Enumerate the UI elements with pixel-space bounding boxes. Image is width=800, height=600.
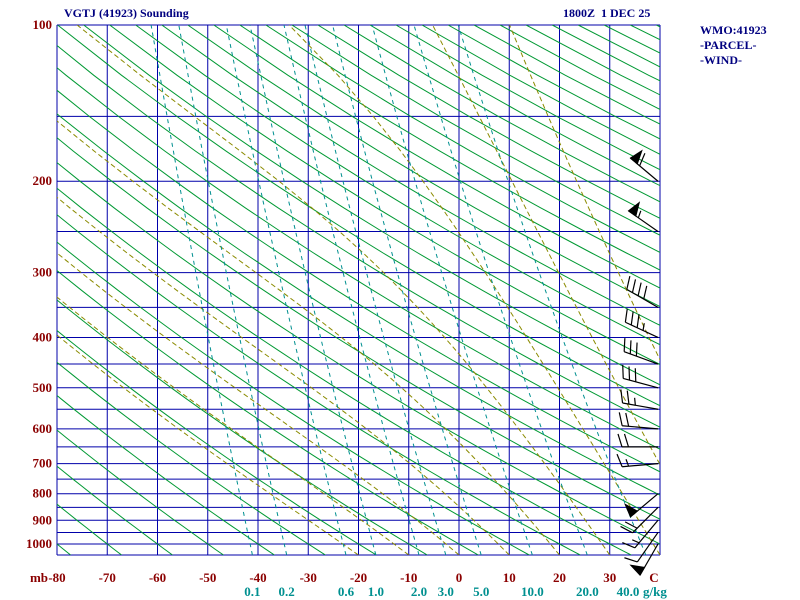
wind-barb: [629, 543, 659, 577]
wind-barb: [622, 519, 659, 549]
pressure-unit-label: mb: [30, 570, 48, 585]
pressure-tick-label: 1000: [26, 536, 52, 551]
mixing-ratio-tick-label: 20.0: [576, 584, 599, 599]
temperature-tick-label: -60: [149, 570, 166, 585]
mixing-ratio-tick-label: 0.6: [338, 584, 355, 599]
wind-barb: [620, 389, 659, 410]
temperature-tick-label: -30: [300, 570, 317, 585]
legend-wind: -WIND-: [700, 53, 742, 67]
mixing-ratio-tick-label: 10.0: [521, 584, 544, 599]
pressure-tick-label: 700: [33, 456, 53, 471]
wind-barb: [616, 453, 659, 468]
dry-adiabats: [57, 25, 660, 555]
wind-barb: [624, 532, 659, 563]
legend-parcel: -PARCEL-: [700, 38, 757, 52]
pressure-tick-label: 400: [33, 329, 53, 344]
pressure-tick-label: 900: [33, 512, 53, 527]
temperature-tick-label: -20: [350, 570, 367, 585]
mixing-ratio-tick-label: 1.0: [368, 584, 384, 599]
temperature-tick-label: 30: [603, 570, 616, 585]
wind-barb: [622, 364, 659, 389]
temperature-tick-label: 10: [503, 570, 516, 585]
mixing-ratio-unit-label: g/kg: [643, 584, 667, 599]
mixing-ratio-tick-label: 3.0: [438, 584, 454, 599]
wind-barbs: [616, 149, 659, 577]
wind-barb: [626, 275, 659, 308]
mixing-ratio-lines: [150, 25, 647, 555]
temperature-tick-label: -40: [249, 570, 266, 585]
pressure-tick-label: 100: [33, 17, 53, 32]
pressure-tick-label: 200: [33, 173, 53, 188]
mixing-ratio-tick-label: 2.0: [411, 584, 427, 599]
legend-wmo-id: WMO:41923: [700, 23, 767, 37]
pressure-tick-label: 800: [33, 486, 53, 501]
temperature-tick-label: -70: [99, 570, 116, 585]
wind-barb: [624, 308, 659, 339]
temperature-tick-label: -50: [199, 570, 216, 585]
moist-adiabats: [57, 25, 660, 555]
wind-barb: [620, 506, 659, 534]
mixing-ratio-tick-label: 40.0: [617, 584, 640, 599]
pressure-tick-label: 300: [33, 265, 53, 280]
chart-datetime: 1800Z 1 DEC 25: [563, 6, 651, 20]
temperature-tick-label: -80: [48, 570, 65, 585]
wind-barb: [623, 338, 659, 365]
wind-barb: [618, 412, 659, 430]
mixing-ratio-tick-label: 0.1: [244, 584, 260, 599]
mixing-ratio-tick-label: 5.0: [473, 584, 489, 599]
temperature-tick-label: -10: [400, 570, 417, 585]
pressure-tick-label: 600: [33, 421, 53, 436]
wind-barb: [627, 201, 659, 233]
wind-barb: [617, 433, 658, 448]
mixing-ratio-tick-label: 0.2: [279, 584, 295, 599]
chart-title: VGTJ (41923) Sounding: [64, 6, 189, 20]
wind-barb: [629, 149, 659, 182]
pressure-tick-label: 500: [33, 380, 53, 395]
temperature-tick-label: 0: [456, 570, 463, 585]
temperature-tick-label: 20: [553, 570, 566, 585]
wind-barb: [624, 493, 659, 518]
temperature-unit-label: C: [649, 570, 658, 585]
